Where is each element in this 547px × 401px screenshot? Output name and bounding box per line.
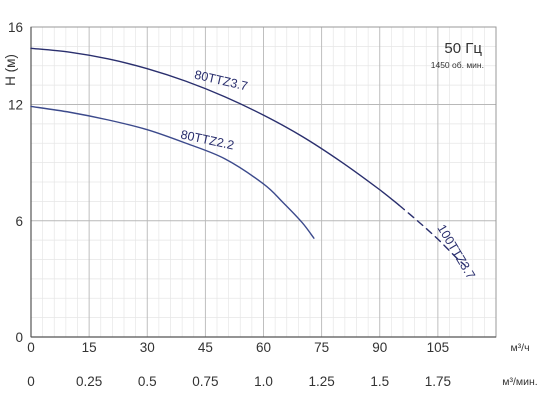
x-secondary-tick-label: 1.75 [425, 374, 451, 389]
axes [30, 26, 497, 338]
series-label-2: 80TTZ2.2 [179, 127, 235, 152]
x-tick-label: 45 [198, 340, 213, 355]
y-tick-label: 12 [8, 98, 23, 113]
major-grid [31, 27, 496, 337]
x-tick-label: 0 [27, 340, 35, 355]
labels: H (м) 50 Гц 1450 об. мин. м³/ч м³/мин. [3, 40, 538, 388]
tick-labels: 0 6 12 16 0 15 30 45 60 75 90 105 0 0.25 0.5 0.75 1.0 1.2… [8, 20, 451, 389]
series-labels: 80TTZ3.7 100TTZ3.7 80TTZ2.2 [179, 68, 478, 282]
minor-grid [31, 27, 496, 337]
x-tick-label: 15 [82, 340, 97, 355]
speed-label: 1450 об. мин. [431, 60, 484, 70]
series-line-1 [398, 204, 466, 267]
x-tick-label: 60 [256, 340, 271, 355]
x-tick-label: 30 [140, 340, 155, 355]
x-axis-unit-primary: м³/ч [510, 342, 529, 354]
x-secondary-tick-label: 0.5 [138, 374, 157, 389]
y-tick-label: 16 [8, 20, 23, 35]
x-secondary-tick-label: 1.5 [370, 374, 389, 389]
x-tick-label: 75 [314, 340, 329, 355]
x-secondary-tick-label: 1.0 [254, 374, 273, 389]
y-axis-title: H (м) [3, 54, 18, 86]
series-line-2 [30, 105, 315, 239]
series-label-0: 80TTZ3.7 [193, 68, 249, 94]
x-tick-label: 90 [372, 340, 387, 355]
x-tick-label: 105 [427, 340, 450, 355]
x-axis-unit-secondary: м³/мин. [502, 376, 537, 388]
x-secondary-tick-label: 0.25 [76, 374, 102, 389]
series-layer [30, 47, 466, 267]
x-secondary-tick-label: 1.25 [308, 374, 334, 389]
x-secondary-tick-label: 0.75 [192, 374, 218, 389]
frequency-label: 50 Гц [444, 40, 482, 57]
y-tick-label: 6 [15, 214, 23, 229]
x-secondary-tick-label: 0 [27, 374, 35, 389]
series-label-1: 100TTZ3.7 [434, 222, 478, 282]
series-line-0 [30, 47, 400, 206]
y-tick-label: 0 [15, 330, 23, 345]
